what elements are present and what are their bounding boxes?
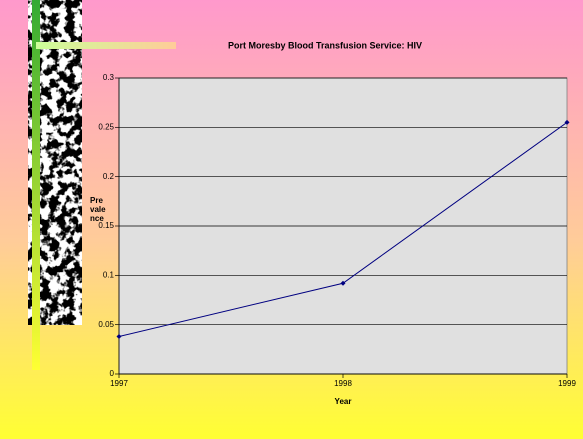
x-tick-label: 1998: [334, 379, 352, 388]
x-axis-label: Year: [335, 397, 352, 406]
y-tick-label: 0.1: [103, 270, 115, 279]
point: [340, 280, 346, 286]
y-tick-label: 0.05: [98, 320, 114, 329]
point: [116, 334, 122, 340]
y-tick-label: 0.15: [98, 221, 114, 230]
x-tick-label: 1997: [110, 379, 128, 388]
chart-title: Port Moresby Blood Transfusion Service: …: [228, 40, 422, 50]
x-tick-label: 1999: [558, 379, 576, 388]
y-tick-label: 0.2: [103, 172, 115, 181]
y-tick-label: 0: [110, 369, 115, 378]
y-axis-label-box: Prevalence: [90, 196, 106, 223]
y-tick-label: 0.3: [103, 73, 115, 82]
y-tick-label: 0.25: [98, 122, 114, 131]
y-axis-label: Prevalence: [90, 196, 106, 223]
horizontal-bar: [36, 42, 176, 49]
vertical-bar: [32, 0, 40, 370]
point: [564, 119, 570, 125]
